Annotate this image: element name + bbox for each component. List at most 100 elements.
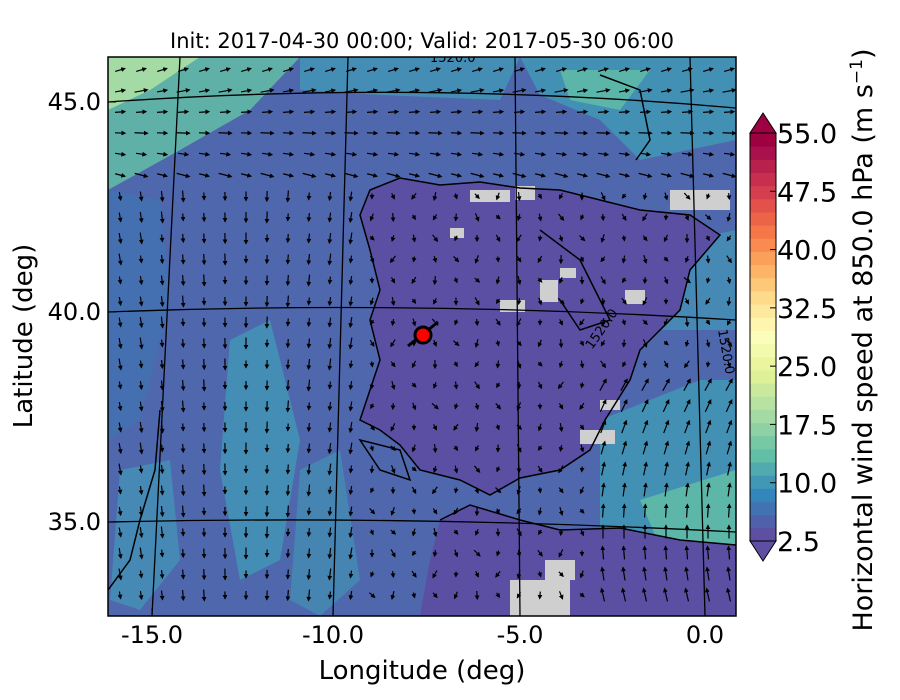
wind-vector bbox=[723, 151, 736, 157]
wind-vector bbox=[117, 422, 123, 433]
wind-vector bbox=[558, 487, 564, 494]
wind-vector bbox=[557, 297, 565, 305]
wind-vector bbox=[618, 151, 631, 157]
colorbar-swatch bbox=[750, 462, 776, 476]
wind-vector bbox=[702, 109, 715, 115]
wind-vector bbox=[534, 88, 547, 94]
wind-vector bbox=[601, 482, 606, 497]
wind-vector bbox=[306, 527, 312, 538]
wind-vector bbox=[622, 277, 627, 284]
wind-vector bbox=[474, 445, 480, 452]
wind-vector bbox=[726, 319, 732, 326]
wind-vector bbox=[159, 526, 165, 539]
colorbar-swatch bbox=[750, 225, 776, 239]
wind-vector bbox=[454, 319, 459, 326]
wind-vector bbox=[285, 338, 291, 349]
wind-vector bbox=[662, 399, 670, 413]
wind-vector bbox=[411, 444, 417, 453]
wind-vector bbox=[159, 275, 165, 286]
wind-vector bbox=[639, 109, 652, 115]
wind-vector bbox=[327, 486, 333, 495]
map-panel: 1520.0 1520.0 1520.0 bbox=[108, 57, 736, 616]
wind-vector bbox=[201, 484, 207, 497]
wind-vector bbox=[537, 235, 543, 242]
wind-vector bbox=[537, 213, 543, 222]
wind-vector bbox=[683, 276, 691, 284]
wind-vector bbox=[117, 296, 123, 307]
colorbar-tick-label: 2.5 bbox=[777, 527, 820, 558]
colorbar-swatch bbox=[750, 409, 776, 424]
wind-vector bbox=[663, 234, 669, 243]
wind-vector bbox=[495, 256, 501, 263]
wind-vector bbox=[640, 67, 651, 73]
wind-vector bbox=[642, 419, 649, 434]
wind-vector bbox=[558, 234, 564, 242]
wind-vector bbox=[348, 211, 354, 224]
wind-vector bbox=[579, 340, 584, 347]
wind-vector bbox=[663, 545, 669, 560]
wind-vector bbox=[537, 549, 543, 557]
wind-vector bbox=[642, 339, 648, 348]
wind-vector bbox=[495, 234, 501, 243]
wind-vector bbox=[663, 276, 669, 285]
wind-vector bbox=[327, 296, 333, 307]
wind-vector bbox=[705, 339, 711, 348]
site-marker bbox=[413, 325, 433, 345]
wind-vector bbox=[429, 151, 442, 157]
wind-vector bbox=[432, 443, 438, 454]
wind-vector bbox=[159, 444, 165, 453]
wind-vector bbox=[369, 465, 375, 474]
wind-vector bbox=[390, 402, 396, 411]
wind-vector bbox=[390, 212, 396, 223]
wind-vector bbox=[159, 359, 165, 370]
wind-vector bbox=[600, 440, 607, 455]
wind-vector bbox=[325, 67, 336, 73]
wind-vector bbox=[327, 547, 333, 560]
wind-vector bbox=[348, 590, 354, 601]
wind-vector bbox=[516, 256, 522, 263]
wind-vector bbox=[453, 381, 459, 390]
wind-vector bbox=[327, 401, 333, 412]
wind-vector bbox=[369, 339, 375, 348]
wind-vector bbox=[726, 255, 732, 264]
wind-vector bbox=[201, 589, 207, 602]
colorbar-swatch bbox=[750, 304, 776, 318]
wind-vector bbox=[117, 486, 123, 495]
wind-vector bbox=[285, 295, 291, 308]
wind-vector bbox=[369, 423, 375, 431]
colorbar-swatch bbox=[750, 317, 776, 331]
wind-vector bbox=[390, 380, 396, 390]
wind-vector bbox=[558, 465, 564, 474]
wind-vector bbox=[411, 214, 416, 221]
wind-vectors bbox=[114, 67, 736, 602]
wind-vector bbox=[619, 67, 630, 73]
wind-vector bbox=[327, 232, 333, 245]
colorbar-swatch bbox=[750, 251, 776, 266]
wind-vector bbox=[723, 109, 736, 115]
wind-vector bbox=[344, 88, 359, 93]
wind-vector bbox=[598, 67, 609, 73]
wind-vector bbox=[138, 275, 144, 286]
colorbar-swatch bbox=[750, 211, 776, 226]
colorbar-swatch bbox=[750, 422, 776, 437]
wind-vector bbox=[138, 360, 144, 369]
wind-vector bbox=[219, 151, 232, 157]
wind-vector bbox=[199, 173, 211, 178]
wind-vector bbox=[663, 419, 670, 434]
wind-vector bbox=[726, 276, 732, 285]
wind-vector bbox=[579, 382, 585, 389]
wind-vector bbox=[387, 109, 400, 115]
wind-vector bbox=[348, 401, 354, 412]
wind-vector bbox=[534, 151, 547, 157]
wind-vector bbox=[558, 528, 564, 537]
wind-vector bbox=[722, 88, 736, 93]
y-tick-label: 40.0 bbox=[48, 298, 101, 326]
wind-vector bbox=[390, 318, 396, 327]
wind-vector bbox=[683, 192, 691, 200]
x-axis: -15.0 -10.0 -5.0 0.0 Longitude (deg) bbox=[121, 608, 724, 686]
wind-vector bbox=[366, 88, 379, 94]
wind-vector bbox=[177, 109, 190, 115]
wind-vector bbox=[159, 234, 165, 243]
wind-vector bbox=[411, 550, 417, 557]
wind-vector bbox=[726, 296, 732, 307]
